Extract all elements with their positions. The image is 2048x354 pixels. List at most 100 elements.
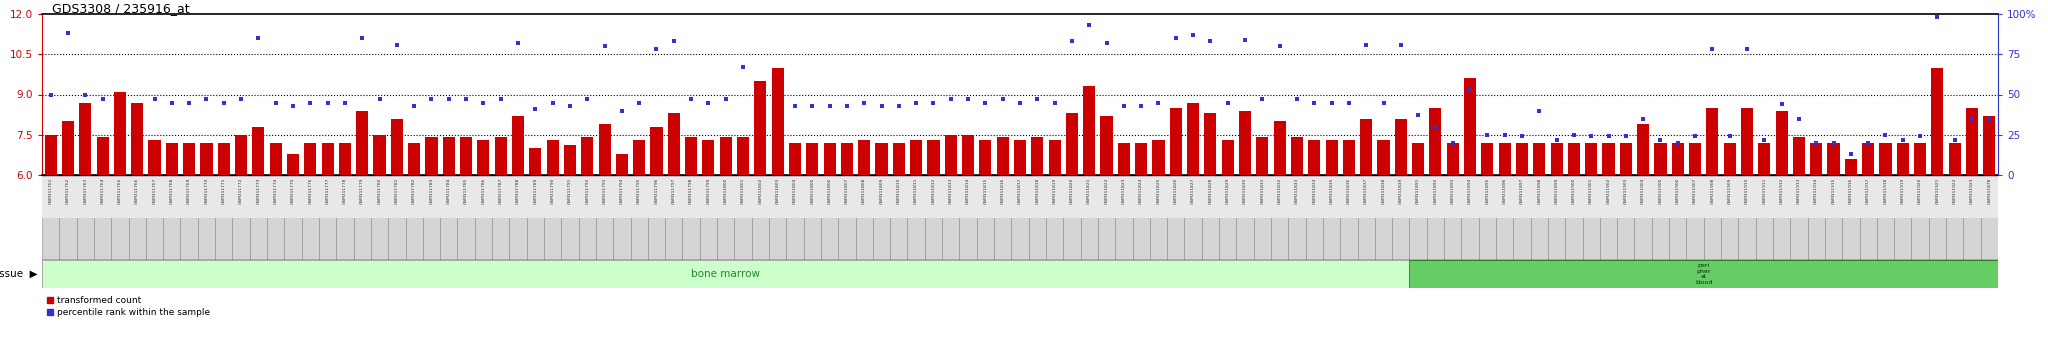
Bar [1202,175,1219,217]
Bar [717,175,735,260]
Bar [1116,175,1133,217]
Text: GSM311775: GSM311775 [291,178,295,204]
Bar [1599,175,1618,260]
Bar [838,175,856,260]
Text: GSM311815: GSM311815 [983,178,987,204]
Bar [1948,143,1960,175]
Text: GSM311910: GSM311910 [1745,178,1749,204]
Bar [1272,175,1288,217]
Bar [1307,175,1323,260]
Bar [1288,175,1307,217]
Text: GSM311774: GSM311774 [274,178,279,204]
Bar [719,137,731,175]
Bar [1237,175,1253,217]
Point [1782,116,1815,121]
Bar [1169,108,1182,175]
Bar [1706,108,1718,175]
Bar [580,175,596,217]
Bar [1534,143,1546,175]
Bar [1876,175,1894,260]
Text: GSM311804: GSM311804 [793,178,797,204]
Text: GSM311802: GSM311802 [758,178,762,204]
Bar [1167,175,1184,260]
Bar [803,175,821,260]
Bar [461,137,473,175]
Bar [1393,175,1409,260]
Text: GSM311767: GSM311767 [152,178,156,204]
Bar [1098,175,1116,217]
Bar [1239,110,1251,175]
Bar [1669,175,1686,217]
Point [1401,113,1434,118]
Text: GSM311898: GSM311898 [1538,178,1542,204]
Bar [250,175,266,260]
Bar [1896,143,1909,175]
Bar [1358,175,1374,260]
Text: GSM311911: GSM311911 [1763,178,1765,204]
Bar [215,175,231,217]
Text: GSM311766: GSM311766 [135,178,139,204]
Bar [1133,175,1149,217]
Point [1731,47,1763,52]
Point [295,100,328,105]
Bar [1032,137,1042,175]
Point [623,100,655,105]
Bar [1219,175,1237,217]
Bar [61,121,74,175]
Text: GSM311807: GSM311807 [846,178,850,204]
Bar [1479,175,1495,217]
Point [918,100,950,105]
Bar [772,68,784,175]
Text: GSM311772: GSM311772 [240,178,244,204]
Bar [1653,175,1669,260]
Bar [1876,175,1894,217]
Point [207,100,240,105]
Text: GSM311829: GSM311829 [1225,178,1229,204]
Bar [391,119,403,175]
Bar [891,175,907,260]
Bar [1028,175,1047,217]
Bar [993,175,1012,260]
Text: GSM311819: GSM311819 [1053,178,1057,204]
Text: GSM311791: GSM311791 [567,178,571,204]
Text: GSM311828: GSM311828 [1208,178,1212,204]
Bar [422,175,440,217]
Point [518,106,551,112]
Point [1817,140,1849,145]
Bar [422,175,440,260]
Bar [1499,143,1511,175]
Text: GSM311917: GSM311917 [1866,178,1870,204]
Point [1937,137,1970,142]
Point [1245,97,1278,102]
Bar [631,175,647,217]
Bar [928,140,940,175]
Bar [1929,175,1946,260]
Point [934,97,967,102]
Bar [1550,143,1563,175]
Bar [1790,175,1808,260]
Bar [842,143,852,175]
Bar [1339,175,1358,217]
Bar [596,175,612,260]
Point [588,44,621,49]
Bar [545,175,561,217]
Bar [164,175,180,217]
Bar [1100,116,1112,175]
Bar [647,175,666,260]
Bar [1028,175,1047,260]
Bar [1223,140,1233,175]
Bar [1911,175,1929,260]
Text: GSM311906: GSM311906 [1675,178,1679,204]
Bar [442,137,455,175]
Bar [1548,175,1565,217]
Point [1870,132,1903,138]
Bar [1307,175,1323,217]
Bar [1929,175,1946,217]
Bar [1720,175,1739,217]
Bar [43,175,59,217]
Bar [1325,140,1337,175]
Bar [838,175,856,217]
Text: GSM311825: GSM311825 [1157,178,1161,204]
Point [1470,132,1503,138]
Bar [1444,175,1462,260]
